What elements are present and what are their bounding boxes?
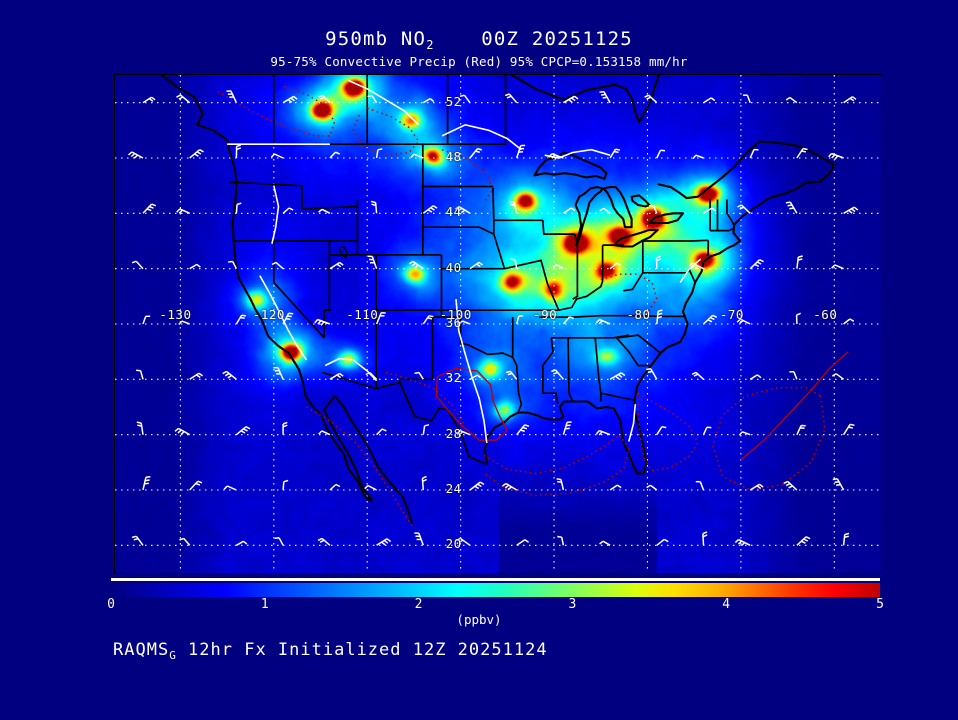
lake-ontario bbox=[648, 212, 685, 225]
st-lawrence-river bbox=[657, 140, 836, 200]
precip-contour-sw-atlantic bbox=[740, 351, 849, 461]
california-route-white bbox=[259, 275, 308, 361]
northeast-route-white bbox=[679, 258, 702, 283]
georgian-bay bbox=[630, 194, 651, 208]
minnesota-iowa-nebraska-west bbox=[492, 186, 506, 269]
title-valid-time: 00Z 20251125 bbox=[481, 28, 633, 50]
colorbar-tick-4: 4 bbox=[722, 597, 731, 612]
colorbar-tick-1: 1 bbox=[260, 597, 269, 612]
colorbar-tick-5: 5 bbox=[876, 597, 884, 612]
precip-contour-chihuahua bbox=[385, 371, 466, 427]
lat-label-40: 40 bbox=[445, 259, 462, 275]
gulf-coastline bbox=[483, 385, 648, 475]
atlantic-coastline bbox=[636, 163, 836, 388]
washington-oregon-border bbox=[229, 181, 303, 210]
colorbar-tick-0: 0 bbox=[107, 597, 115, 612]
lon-label-minus100: -100 bbox=[439, 307, 472, 322]
canada-route-white bbox=[348, 79, 420, 126]
figure-title: 950mb NO2 00Z 20251125 bbox=[0, 28, 958, 52]
title-species-subscript: 2 bbox=[426, 38, 435, 52]
footer-rest: 12hr Fx Initialized 12Z 20251124 bbox=[176, 640, 548, 660]
florida-route-white bbox=[628, 404, 637, 442]
alabama-georgia-border bbox=[594, 337, 602, 402]
lon-label-minus90: -90 bbox=[533, 307, 558, 322]
lat-label-48: 48 bbox=[445, 149, 462, 164]
iowa-wisconsin-border bbox=[541, 220, 549, 235]
north-south-carolina-border bbox=[618, 334, 662, 354]
colorbar-units: (ppbv) bbox=[456, 612, 502, 627]
precip-contour-texas bbox=[435, 367, 509, 441]
texas-route-white bbox=[455, 299, 488, 444]
pacific-coastline bbox=[160, 75, 373, 503]
illinois-indiana-border bbox=[572, 233, 579, 300]
footer-model-subscript: G bbox=[169, 649, 177, 662]
california-nevada-border bbox=[272, 241, 325, 339]
colorbar-tick-3: 3 bbox=[568, 597, 577, 612]
idaho-montana-wyoming-border bbox=[300, 185, 358, 211]
title-species: 950mb NO bbox=[325, 28, 427, 50]
oregon-route-white bbox=[271, 185, 280, 244]
ma-nh-vt-border bbox=[710, 227, 734, 232]
lon-label-minus130: -130 bbox=[159, 307, 192, 322]
lat-label-32: 32 bbox=[445, 370, 462, 386]
sc-georgia-border bbox=[615, 337, 652, 367]
mississippi-alabama-border bbox=[567, 337, 574, 402]
lat-label-24: 24 bbox=[445, 481, 462, 496]
footer-model: RAQMS bbox=[113, 640, 170, 660]
ohio-pennsylvania-wv-border bbox=[623, 241, 644, 292]
colorbar-tick-2: 2 bbox=[414, 597, 423, 612]
pennsylvania-ny-border bbox=[642, 239, 709, 242]
louisiana-mississippi-border bbox=[541, 365, 559, 405]
precip-contour-florida-atlantic bbox=[637, 392, 699, 472]
great-salt-lake bbox=[338, 245, 349, 259]
wind-barbs bbox=[128, 90, 859, 547]
tennessee-north-border bbox=[539, 314, 632, 318]
lake-michigan bbox=[574, 186, 604, 247]
oklahoma-texas-border bbox=[432, 316, 514, 358]
missouri-iowa-illinois-border bbox=[504, 259, 560, 311]
ny-ct-border bbox=[706, 240, 710, 257]
map-vector-overlay bbox=[115, 75, 881, 573]
lat-label-44: 44 bbox=[445, 204, 462, 220]
lon-label-minus70: -70 bbox=[719, 307, 744, 322]
south-dakota-nebraska-border bbox=[422, 226, 495, 235]
lake-erie bbox=[613, 228, 659, 248]
hudson-james-bay-coastline bbox=[510, 75, 660, 124]
figure-subtitle: 95-75% Convective Precip (Red) 95% CPCP=… bbox=[270, 54, 688, 69]
lat-label-20: 20 bbox=[445, 536, 462, 552]
georgia-florida-border bbox=[600, 392, 635, 401]
lon-label-minus60: -60 bbox=[813, 307, 838, 322]
lat-label-36: 36 bbox=[445, 315, 462, 330]
lon-label-minus120: -120 bbox=[252, 307, 285, 322]
nevada-utah-arizona-border bbox=[323, 241, 331, 338]
manitoba-outline-white bbox=[441, 123, 522, 151]
lon-label-minus80: -80 bbox=[626, 307, 651, 322]
precip-contour-dakotas bbox=[441, 148, 495, 203]
lat-label-28: 28 bbox=[445, 425, 462, 441]
arizona-route-white bbox=[324, 357, 378, 382]
map-graticule bbox=[115, 75, 881, 573]
lon-label-minus110: -110 bbox=[346, 307, 379, 322]
ontario-outline-white bbox=[544, 148, 611, 159]
precip-contour-baja bbox=[306, 406, 413, 527]
gulf-of-california-coastline bbox=[323, 394, 414, 525]
precip-contour-bermuda bbox=[712, 386, 826, 491]
colorbar bbox=[111, 583, 880, 597]
nh-maine-border bbox=[726, 199, 736, 227]
ohio-indiana-kentucky-border bbox=[558, 245, 604, 312]
virginia-nc-border bbox=[631, 314, 686, 318]
lake-huron bbox=[602, 186, 633, 229]
model-footer: RAQMSG 12hr Fx Initialized 12Z 20251124 bbox=[113, 640, 548, 662]
texas-louisiana-border bbox=[511, 356, 523, 412]
arkansas-mississippi-border bbox=[542, 337, 554, 367]
map-plot-area bbox=[114, 74, 882, 574]
precip-contour-rockies bbox=[217, 85, 336, 137]
lat-label-52: 52 bbox=[445, 93, 462, 109]
texas-mexico-border bbox=[398, 379, 486, 465]
colorbar-top-rule bbox=[111, 578, 880, 581]
lake-superior bbox=[533, 151, 608, 180]
precip-contour-gulf bbox=[482, 433, 630, 497]
